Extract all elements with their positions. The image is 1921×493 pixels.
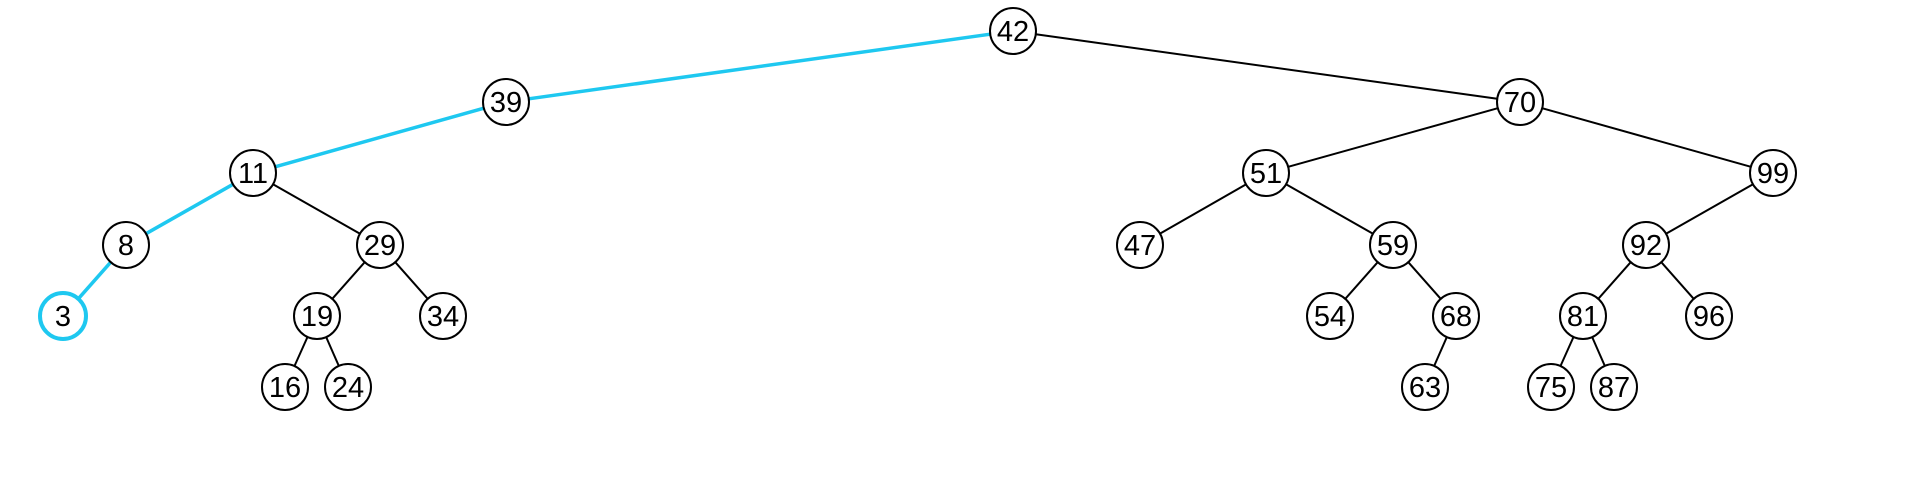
edge-59-68	[1407, 261, 1442, 300]
tree-node-87: 87	[1590, 363, 1638, 411]
node-label: 92	[1630, 230, 1662, 262]
edge-42-70	[1035, 33, 1498, 100]
node-circle	[1622, 221, 1670, 269]
node-label: 16	[269, 372, 301, 404]
tree-node-39: 39	[482, 78, 530, 126]
node-label: 54	[1314, 301, 1346, 333]
tree-node-29: 29	[356, 221, 404, 269]
node-label: 81	[1567, 301, 1599, 333]
edge-51-59	[1285, 183, 1374, 235]
node-circle	[1749, 149, 1797, 197]
node-label: 68	[1440, 301, 1472, 333]
tree-node-75: 75	[1527, 363, 1575, 411]
edge-70-99	[1541, 107, 1752, 168]
tree-node-59: 59	[1369, 221, 1417, 269]
node-circle	[419, 292, 467, 340]
tree-node-24: 24	[324, 363, 372, 411]
edge-42-39	[528, 32, 991, 101]
edge-11-8	[145, 182, 234, 236]
tree-node-63: 63	[1401, 363, 1449, 411]
node-circle	[1369, 221, 1417, 269]
node-label: 75	[1535, 372, 1567, 404]
node-label: 87	[1598, 372, 1630, 404]
node-circle	[1116, 221, 1164, 269]
node-circle	[1496, 78, 1544, 126]
node-label: 39	[490, 87, 522, 119]
tree-node-3: 3	[38, 291, 88, 341]
node-circle	[38, 291, 88, 341]
node-label: 24	[332, 372, 364, 404]
tree-node-92: 92	[1622, 221, 1670, 269]
edge-92-81	[1597, 261, 1632, 300]
node-circle	[356, 221, 404, 269]
tree-node-54: 54	[1306, 292, 1354, 340]
edge-29-19	[331, 261, 366, 300]
node-circle	[1432, 292, 1480, 340]
edge-19-16	[293, 336, 309, 367]
edge-8-3	[76, 261, 113, 300]
edge-11-29	[272, 183, 361, 235]
tree-node-70: 70	[1496, 78, 1544, 126]
node-label: 8	[118, 230, 134, 262]
edge-29-34	[394, 261, 429, 300]
node-circle	[482, 78, 530, 126]
node-label: 42	[997, 16, 1029, 48]
tree-node-68: 68	[1432, 292, 1480, 340]
node-circle	[1306, 292, 1354, 340]
edge-81-75	[1559, 336, 1575, 367]
tree-node-99: 99	[1749, 149, 1797, 197]
node-circle	[261, 363, 309, 411]
edge-92-96	[1660, 261, 1695, 300]
node-circle	[102, 221, 150, 269]
node-label: 47	[1124, 230, 1156, 262]
edge-81-87	[1591, 336, 1606, 367]
edge-39-11	[274, 106, 485, 169]
node-circle	[1685, 292, 1733, 340]
node-circle	[989, 7, 1037, 55]
node-circle	[293, 292, 341, 340]
node-circle	[1401, 363, 1449, 411]
node-label: 19	[301, 301, 333, 333]
nodes-layer: 42 39 11 8 3 29 19 16 24 34 70 51 47 59 54 68 63 99 92 81 75…	[38, 7, 1797, 411]
edge-99-92	[1665, 183, 1754, 235]
node-label: 63	[1409, 372, 1441, 404]
tree-node-11: 11	[229, 149, 277, 197]
edge-19-24	[325, 336, 340, 367]
tree-node-47: 47	[1116, 221, 1164, 269]
edges-layer	[76, 32, 1754, 367]
node-label: 70	[1504, 87, 1536, 119]
tree-node-16: 16	[261, 363, 309, 411]
tree-node-8: 8	[102, 221, 150, 269]
node-label: 11	[238, 158, 268, 190]
edge-51-47	[1159, 183, 1247, 235]
node-circle	[1242, 149, 1290, 197]
node-circle	[1559, 292, 1607, 340]
tree-node-19: 19	[293, 292, 341, 340]
node-label: 96	[1693, 301, 1725, 333]
tree-node-34: 34	[419, 292, 467, 340]
node-label: 59	[1377, 230, 1409, 262]
node-label: 29	[364, 230, 396, 262]
node-label: 34	[427, 301, 459, 333]
node-label: 51	[1250, 158, 1282, 190]
edge-70-51	[1287, 107, 1499, 168]
tree-node-81: 81	[1559, 292, 1607, 340]
node-label: 99	[1757, 158, 1789, 190]
node-circle	[1590, 363, 1638, 411]
node-circle	[324, 363, 372, 411]
tree-node-51: 51	[1242, 149, 1290, 197]
node-circle	[229, 149, 277, 197]
tree-node-96: 96	[1685, 292, 1733, 340]
tree-node-42: 42	[989, 7, 1037, 55]
edge-59-54	[1344, 261, 1379, 300]
node-circle	[1527, 363, 1575, 411]
edge-68-63	[1433, 336, 1448, 367]
node-label: 3	[55, 301, 71, 333]
